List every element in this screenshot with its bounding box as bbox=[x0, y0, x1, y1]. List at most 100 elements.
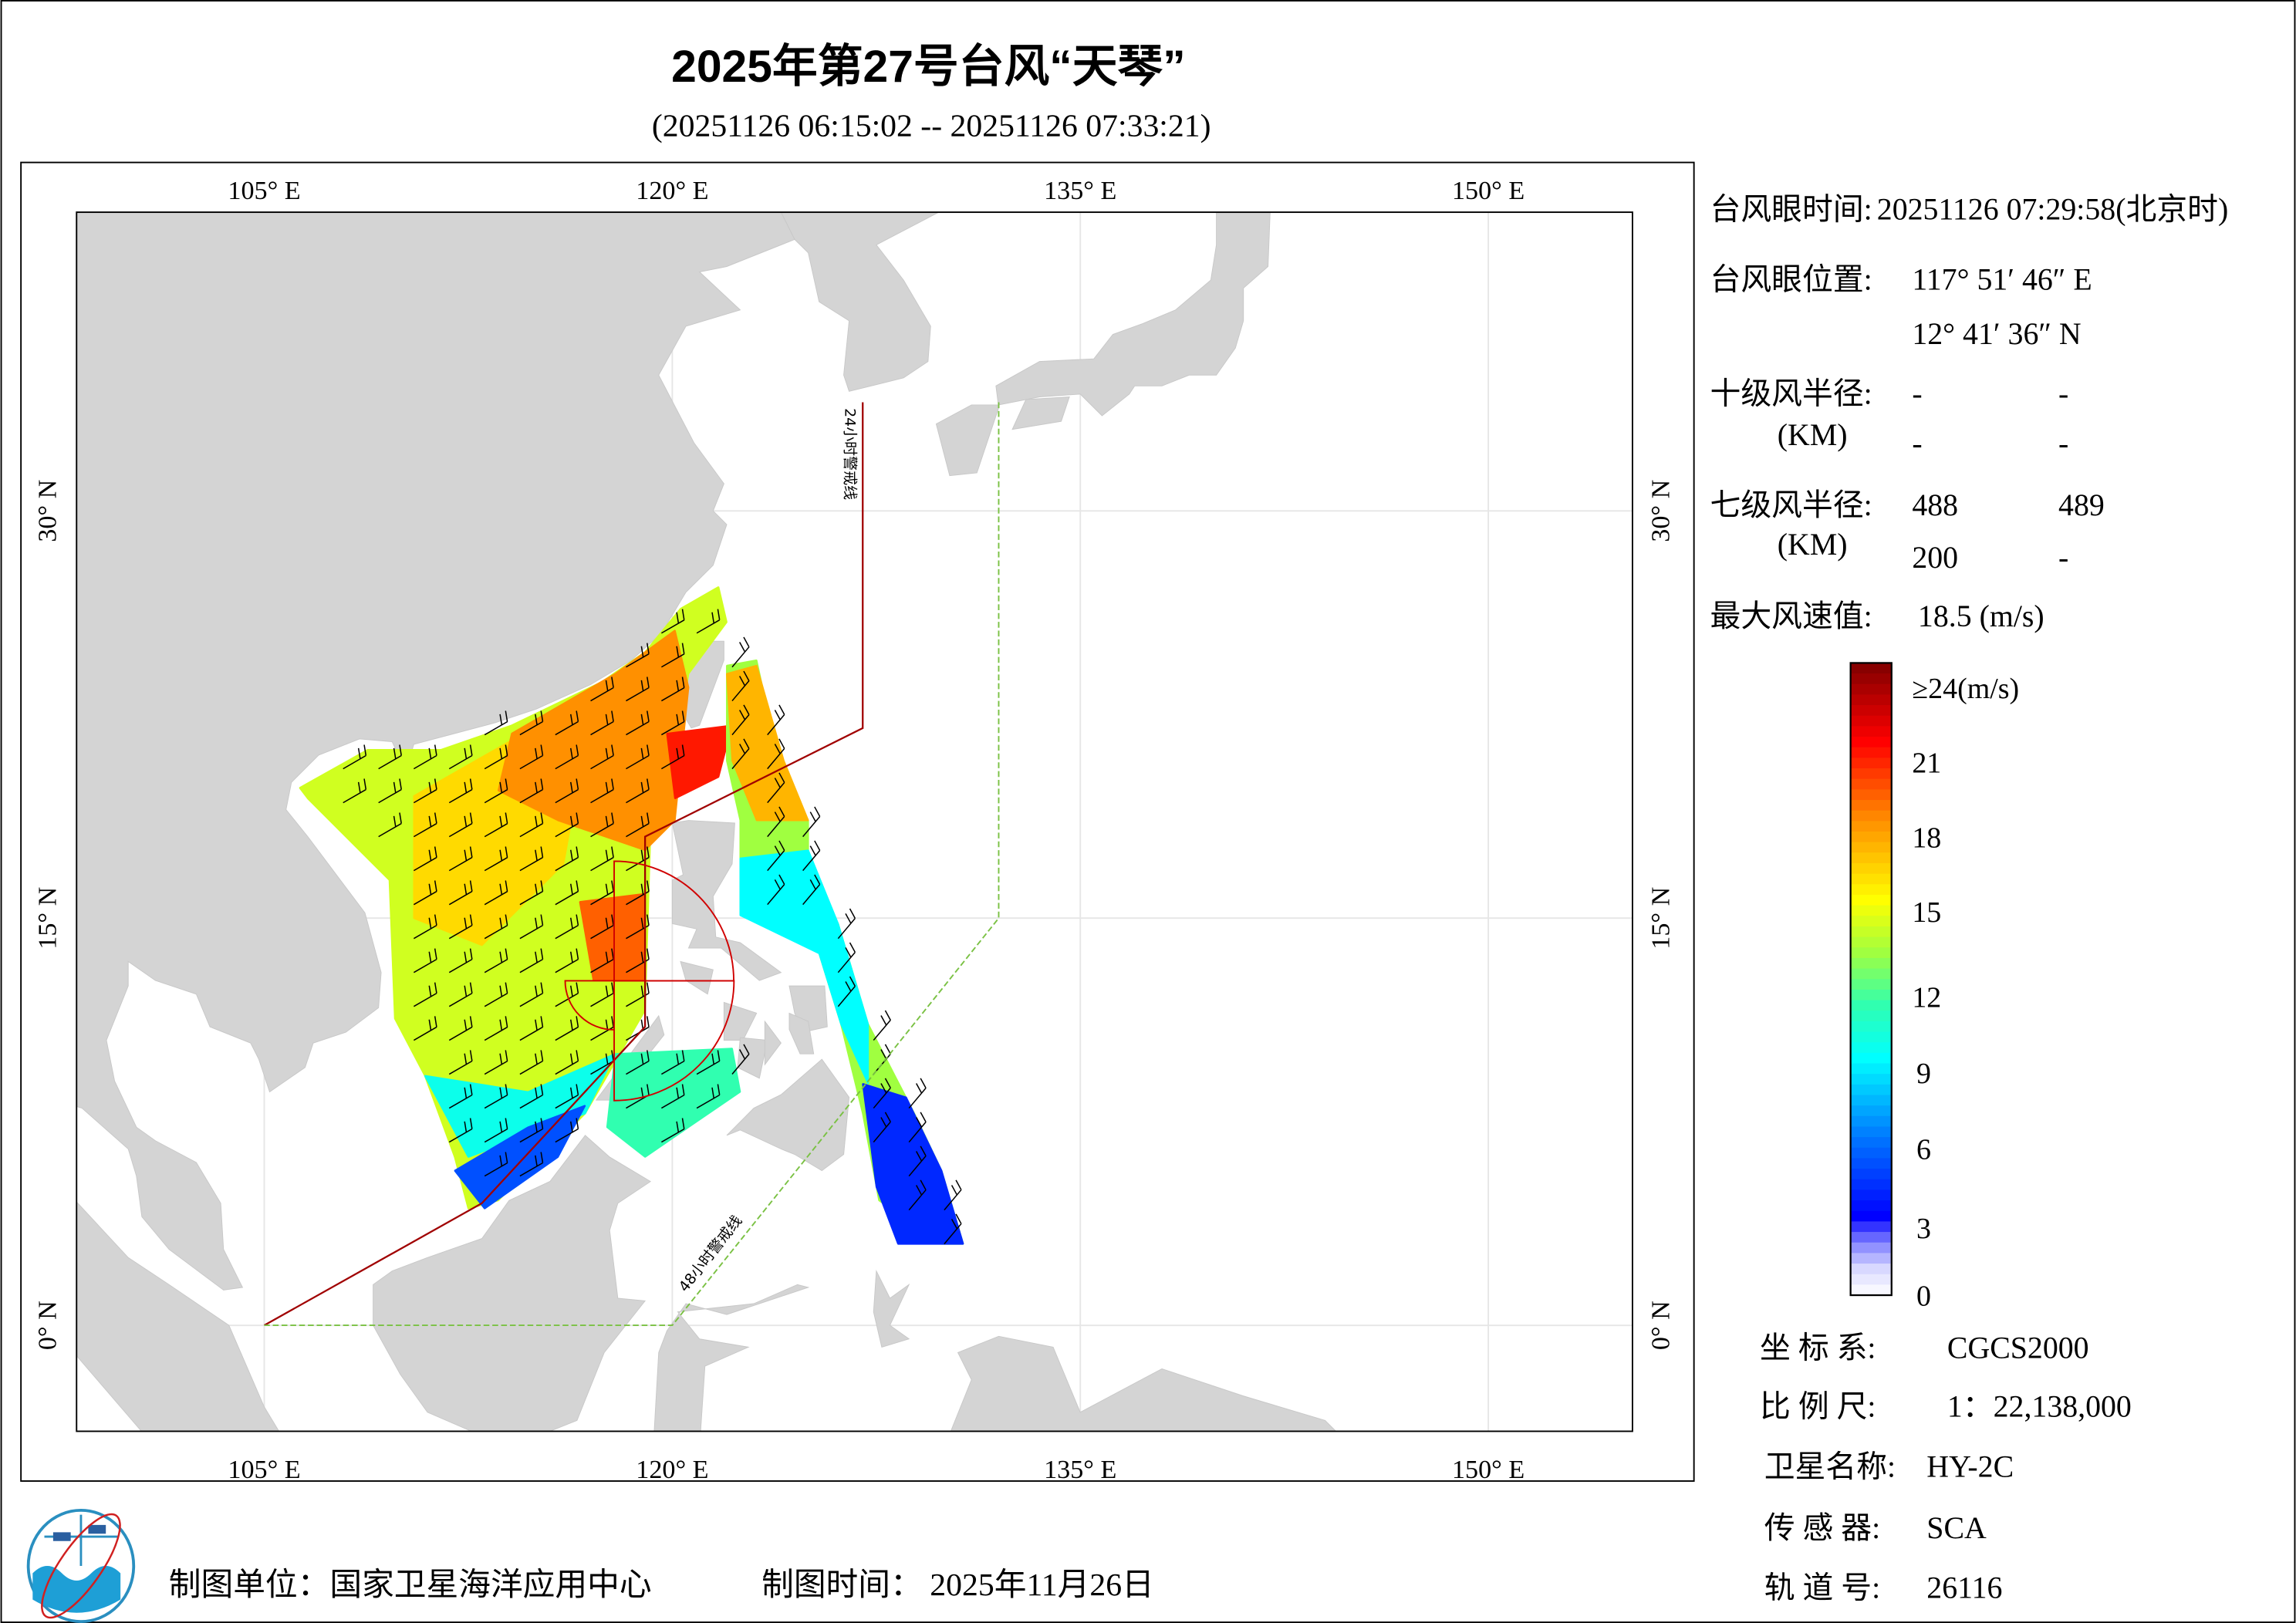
crs-value: CGCS2000 bbox=[1947, 1331, 2089, 1365]
wind-barb bbox=[413, 846, 437, 872]
bottom-lon-label: 150° E bbox=[1452, 1456, 1524, 1484]
wind-barb bbox=[484, 812, 508, 838]
colorbar-label-18: 18 bbox=[1912, 822, 1941, 854]
wind-barb bbox=[413, 812, 437, 838]
r10-unit: (KM) bbox=[1778, 417, 1848, 452]
wind-barb bbox=[484, 778, 508, 804]
wind-barb bbox=[590, 914, 614, 940]
time-range-subtitle: (20251126 06:15:02 -- 20251126 07:33:21) bbox=[652, 108, 1211, 143]
wind-barb bbox=[660, 1084, 685, 1109]
wind-barb bbox=[519, 744, 544, 770]
colorbar-label-0: 0 bbox=[1916, 1280, 1931, 1312]
land-new-guinea bbox=[950, 1335, 1337, 1432]
colorbar-segment bbox=[1850, 1210, 1892, 1223]
top-lon-label: 105° E bbox=[228, 177, 300, 205]
wind-barb bbox=[590, 880, 614, 906]
colorbar-segment bbox=[1850, 1000, 1892, 1012]
map-plot-frame bbox=[76, 211, 1633, 1432]
wind-barb bbox=[448, 846, 473, 872]
colorbar-segment bbox=[1850, 747, 1892, 759]
colorbar-segment bbox=[1850, 1158, 1892, 1170]
wind-barb bbox=[590, 948, 614, 973]
colorbar-segment bbox=[1850, 862, 1892, 875]
wind-barb bbox=[484, 914, 508, 940]
wind-barb bbox=[731, 636, 750, 668]
wind-barb bbox=[484, 1016, 508, 1041]
wind-barb bbox=[626, 710, 650, 736]
sensor-label: 传 感 器: bbox=[1764, 1510, 1880, 1545]
wind-barb bbox=[908, 1112, 927, 1143]
wind-barb bbox=[837, 942, 856, 973]
map-producer: 制图单位：国家卫星海洋应用中心 bbox=[169, 1567, 652, 1603]
land-asia-mainland bbox=[76, 212, 795, 1291]
wind-barb bbox=[484, 880, 508, 906]
wind-barb bbox=[413, 744, 437, 770]
colorbar-segment bbox=[1850, 726, 1892, 738]
wind-barb bbox=[484, 982, 508, 1007]
wind-barb bbox=[413, 982, 437, 1007]
wind-barb bbox=[590, 710, 614, 736]
wind-barb bbox=[448, 744, 473, 770]
land-layer bbox=[76, 212, 1337, 1432]
land-leyte bbox=[788, 1012, 815, 1054]
colorbar-segment bbox=[1850, 1095, 1892, 1107]
colorbar-segment bbox=[1850, 1253, 1892, 1265]
right-lat-label: 15° N bbox=[1646, 887, 1675, 950]
wind-barb bbox=[555, 914, 579, 940]
wind-barb bbox=[802, 840, 821, 872]
land-japan-honshu bbox=[935, 212, 1271, 477]
wind-patch-7 bbox=[606, 1048, 741, 1158]
wind-barb bbox=[555, 948, 579, 973]
colorbar-segment bbox=[1850, 1221, 1892, 1233]
colorbar-label-6: 6 bbox=[1916, 1134, 1931, 1166]
wind-barb bbox=[626, 1050, 650, 1075]
wind-barb bbox=[590, 846, 614, 872]
right-lat-label: 30° N bbox=[1646, 480, 1675, 542]
wind-barb bbox=[626, 778, 650, 804]
wind-barb bbox=[590, 1050, 614, 1075]
colorbar-segment bbox=[1850, 1189, 1892, 1202]
wind-barb bbox=[731, 670, 750, 702]
wind-barb bbox=[484, 1084, 508, 1109]
wind-barb bbox=[448, 948, 473, 973]
left-lat-label: 30° N bbox=[34, 480, 62, 542]
colorbar-segment bbox=[1850, 1063, 1892, 1075]
colorbar-segment bbox=[1850, 758, 1892, 770]
land-sulawesi bbox=[653, 1284, 810, 1432]
page-title: 2025年第27号台风“天琴” bbox=[671, 42, 1186, 92]
wind-barb bbox=[908, 1078, 927, 1109]
wind-barb bbox=[660, 744, 685, 770]
wind-barb bbox=[519, 982, 544, 1007]
wind-radius-7-quadrant bbox=[613, 860, 734, 982]
land-japan-shikoku bbox=[1011, 396, 1070, 430]
wind-barb bbox=[413, 914, 437, 940]
wind-barb bbox=[696, 1050, 721, 1075]
wind-barb bbox=[519, 880, 544, 906]
wind-barb bbox=[767, 840, 785, 872]
top-lon-label: 120° E bbox=[636, 177, 708, 205]
colorbar-segment bbox=[1850, 1011, 1892, 1023]
colorbar-segment bbox=[1850, 936, 1892, 949]
colorbar-label-9: 9 bbox=[1916, 1058, 1931, 1090]
wind-barb bbox=[343, 778, 367, 804]
colorbar-segment bbox=[1850, 926, 1892, 938]
wind-barb bbox=[731, 738, 750, 770]
wind-barb bbox=[519, 1084, 544, 1109]
colorbar-segment bbox=[1850, 989, 1892, 1001]
wind-barb bbox=[448, 778, 473, 804]
wind-barb bbox=[555, 846, 579, 872]
eye-longitude: 117° 51′ 46″ E bbox=[1912, 262, 2092, 297]
colorbar-segment bbox=[1850, 1284, 1892, 1297]
warning-24h-label: 24小时警戒线 bbox=[841, 408, 858, 500]
colorbar-segment bbox=[1850, 1126, 1892, 1139]
colorbar-segment bbox=[1850, 1147, 1892, 1159]
wind-barb bbox=[660, 609, 685, 634]
eye-latitude: 12° 41′ 36″ N bbox=[1912, 316, 2081, 351]
colorbar-segment bbox=[1850, 1084, 1892, 1096]
colorbar-frame bbox=[1849, 662, 1893, 1297]
wind-speed-colorbar: ≥24(m/s) 21 18 15 12 9 6 3 0 bbox=[1849, 662, 2019, 1312]
r10-se: - bbox=[2058, 376, 2068, 411]
colorbar-segment bbox=[1850, 1042, 1892, 1054]
colorbar-segment bbox=[1850, 800, 1892, 812]
